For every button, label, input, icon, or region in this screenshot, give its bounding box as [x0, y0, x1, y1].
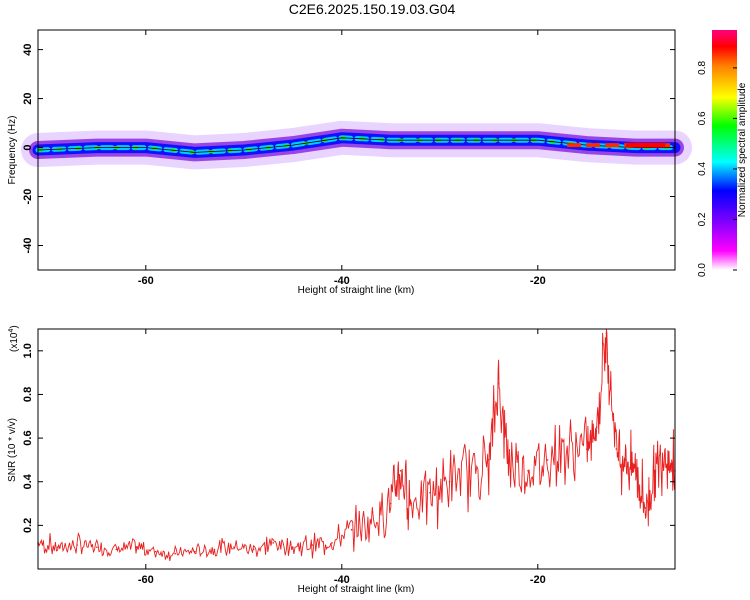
- spectrogram-xlabel: Height of straight line (km): [298, 285, 415, 296]
- snr-point: [135, 546, 137, 548]
- snr-point: [497, 382, 500, 385]
- snr-point: [76, 544, 78, 546]
- snr-point: [96, 546, 98, 548]
- snr-point: [292, 546, 294, 548]
- snr-xtick-label: -60: [138, 574, 154, 586]
- spectrogram-panel: -60 -40 -20 -40 -20 0 20 40 Height of straight …: [7, 29, 692, 296]
- snr-frame: [37, 328, 676, 570]
- snr-panel: -60 -40 -20 0.2 0.4 0.6 0.8 1.0 Height of strai…: [7, 325, 676, 595]
- snr-multiplier-close: ): [9, 325, 20, 328]
- snr-point: [56, 546, 59, 548]
- snr-multiplier-power: 4: [8, 329, 15, 333]
- spectrogram-axes: -60 -40 -20 -40 -20 0 20 40: [22, 30, 675, 287]
- snr-point: [115, 548, 118, 551]
- snr-point: [635, 470, 637, 472]
- snr-xtick-label: -40: [334, 574, 350, 586]
- snr-point: [174, 552, 176, 555]
- snr-series-line: [37, 328, 676, 561]
- snr-point: [595, 426, 598, 428]
- colorbar-tick-label: 0.2: [697, 212, 708, 226]
- snr-point: [350, 528, 353, 531]
- snr-point: [507, 459, 510, 461]
- colorbar-tick-label: 0.4: [697, 162, 708, 176]
- snr-point: [390, 502, 392, 505]
- colorbar: 0.0 0.2 0.4 0.6 0.8 Normalized spectral ampl…: [697, 30, 748, 277]
- snr-point: [252, 548, 255, 551]
- colorbar-label: Normalized spectral amplitude: [737, 82, 748, 217]
- colorbar-tick-label: 0.6: [697, 111, 708, 125]
- snr-multiplier-base: (x10: [9, 332, 20, 352]
- snr-point: [154, 550, 157, 553]
- snr-xtick-label: -20: [530, 574, 546, 586]
- snr-point: [399, 470, 402, 472]
- snr-point: [233, 546, 235, 548]
- snr-axes: -60 -40 -20 0.2 0.4 0.6 0.8 1.0: [22, 329, 675, 586]
- snr-ytick-label: 0.4: [22, 473, 34, 489]
- snr-point: [213, 548, 216, 551]
- colorbar-tick-label: 0.8: [697, 61, 708, 75]
- snr-ytick-label: 1.0: [22, 343, 34, 358]
- snr-ylabel: SNR (10 * v/v): [7, 418, 18, 482]
- snr-point: [272, 542, 275, 544]
- snr-point: [370, 520, 373, 522]
- snr-point: [586, 448, 588, 450]
- snr-point: [409, 502, 412, 505]
- spectrogram-xtick-label: -60: [138, 275, 154, 287]
- snr-ytick-label: 0.6: [22, 430, 34, 445]
- spectrogram-ylabel: Frequency (Hz): [7, 116, 18, 185]
- snr-point: [429, 491, 431, 494]
- spectrogram-ytick-label: -20: [22, 189, 34, 205]
- snr-point: [625, 459, 627, 461]
- snr-point: [527, 470, 529, 472]
- colorbar-tick-label: 0.0: [697, 263, 708, 277]
- snr-point: [605, 332, 608, 335]
- snr-ytick-label: 0.8: [22, 387, 34, 402]
- spectrogram-frame: [37, 29, 676, 271]
- spectrogram-ytick-label: -40: [22, 238, 34, 254]
- snr-point: [488, 459, 490, 461]
- snr-point: [331, 542, 333, 544]
- snr-point: [468, 470, 471, 472]
- svg-text:(x104): (x104): [8, 325, 20, 352]
- snr-multiplier: (x104): [8, 325, 20, 352]
- figure-title: C2E6.2025.150.19.03.G04: [289, 1, 456, 17]
- snr-point: [644, 507, 647, 509]
- snr-point: [654, 470, 657, 472]
- spectrogram-xtick-label: -20: [530, 275, 546, 287]
- snr-point: [311, 544, 314, 546]
- colorbar-ticks: 0.0 0.2 0.4 0.6 0.8: [697, 61, 737, 277]
- spectrogram-marks: [21, 120, 692, 170]
- snr-xlabel: Height of straight line (km): [298, 584, 415, 595]
- colorbar-gradient: [712, 30, 737, 270]
- spectrogram-ytick-label: 40: [22, 43, 34, 55]
- snr-point: [194, 550, 196, 553]
- spectrogram-ytick-label: 0: [22, 144, 34, 150]
- snr-point: [664, 448, 666, 450]
- snr-ytick-label: 0.2: [22, 518, 34, 533]
- snr-point: [566, 448, 568, 450]
- snr-point: [448, 480, 451, 483]
- snr-point: [615, 448, 617, 450]
- snr-point: [546, 459, 549, 461]
- spectrogram-xtick-label: -40: [334, 275, 350, 287]
- spectrogram-ytick-label: 20: [22, 92, 34, 104]
